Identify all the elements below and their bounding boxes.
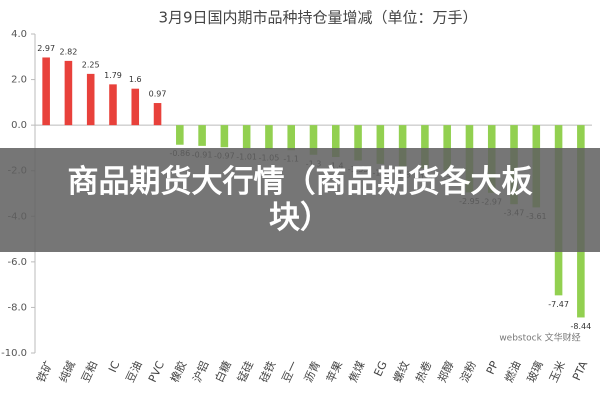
x-tick-label: 玉米	[547, 359, 568, 384]
y-tick-label: 2.0	[11, 75, 27, 86]
data-label: 0.97	[149, 90, 167, 99]
bar	[198, 125, 206, 146]
x-tick-label: 螺纹	[390, 359, 412, 385]
x-tick-label: 豆粕	[78, 359, 100, 385]
bar	[287, 125, 296, 151]
x-tick-label: 纯碱	[57, 359, 78, 384]
x-tick-label: PP	[484, 359, 502, 377]
bar	[242, 125, 251, 149]
x-tick-label: 橡胶	[167, 359, 189, 385]
bar	[86, 73, 95, 126]
y-tick-label: 0.0	[11, 120, 27, 131]
data-label: -7.47	[548, 300, 569, 309]
watermark: webstock 文华财经	[499, 332, 580, 344]
x-tick-label: 淀粉	[457, 359, 479, 385]
x-tick-label: PVC	[146, 359, 167, 385]
data-label: 2.25	[82, 60, 100, 69]
bar	[354, 125, 362, 161]
x-tick-label: 白糖	[212, 359, 234, 385]
data-label: 1.6	[129, 75, 142, 84]
x-tick-label: 豆油	[123, 359, 145, 385]
x-tick-label: 豆一	[280, 359, 301, 384]
y-tick-label: -10.0	[1, 348, 27, 359]
bar	[153, 103, 162, 126]
y-tick-label: -8.0	[7, 302, 27, 313]
x-tick-label: 沥青	[302, 359, 323, 384]
x-tick-label: 热卷	[412, 359, 434, 385]
x-tick-label: EG	[371, 359, 389, 379]
bar	[131, 88, 140, 126]
x-tick-label: 锰硅	[234, 359, 256, 385]
bar	[64, 60, 73, 126]
bar	[421, 125, 429, 169]
bar	[398, 125, 407, 167]
bar	[176, 125, 184, 145]
x-tick-label: 燃油	[501, 359, 523, 385]
x-tick-label: 郑醇	[435, 359, 457, 385]
data-label: 2.97	[37, 44, 55, 53]
data-label: 2.82	[60, 47, 78, 56]
data-label: -8.44	[571, 322, 592, 331]
banner: 商品期货大行情（商品期货各大板块）	[0, 148, 600, 252]
chart-title: 3月9日国内期市品种持仓量增减（单位：万手）	[158, 9, 477, 27]
bar	[109, 84, 117, 126]
bar	[265, 125, 273, 150]
x-tick-label: 玻璃	[524, 359, 546, 385]
y-tick-label: 4.0	[11, 29, 27, 40]
data-label: 1.79	[104, 71, 122, 80]
x-tick-label: 苹果	[323, 359, 345, 385]
x-tick-label: 铁矿	[34, 359, 55, 384]
bar	[331, 125, 340, 158]
bar	[443, 125, 451, 171]
bar	[42, 57, 50, 126]
x-tick-label: 沪铝	[190, 359, 212, 385]
x-tick-label: IC	[106, 359, 123, 375]
banner-text: 商品期货大行情（商品期货各大板块）	[67, 164, 533, 236]
bar	[376, 125, 385, 164]
bar	[220, 125, 229, 148]
bar	[309, 125, 318, 155]
y-tick-label: -6.0	[7, 257, 27, 268]
x-tick-label: PTA	[570, 359, 590, 383]
x-tick-label: 硅铁	[257, 359, 278, 384]
x-tick-label: 焦煤	[346, 359, 367, 384]
